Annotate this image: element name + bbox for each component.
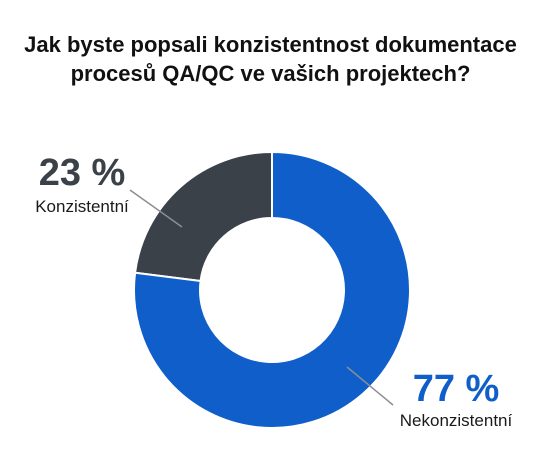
chart-title: Jak byste popsali konzistentnost dokumen… <box>24 32 517 86</box>
donut-slices <box>133 150 411 429</box>
leader-line-konzistentní <box>129 189 183 228</box>
data-label-percent: 77 % <box>413 368 500 410</box>
slice-konzistentní <box>133 150 273 283</box>
donut-hole <box>201 219 343 361</box>
slice-nekonzistentní <box>133 150 411 429</box>
leader-line-nekonzistentní <box>346 366 394 406</box>
data-label-category: Konzistentní <box>35 197 129 216</box>
leader-lines <box>129 189 394 406</box>
data-label-percent: 23 % <box>39 152 126 194</box>
slice-labels: 23 % Konzistentní 77 %Nekonzistentní <box>35 152 512 430</box>
data-label-category: Nekonzistentní <box>400 411 513 430</box>
